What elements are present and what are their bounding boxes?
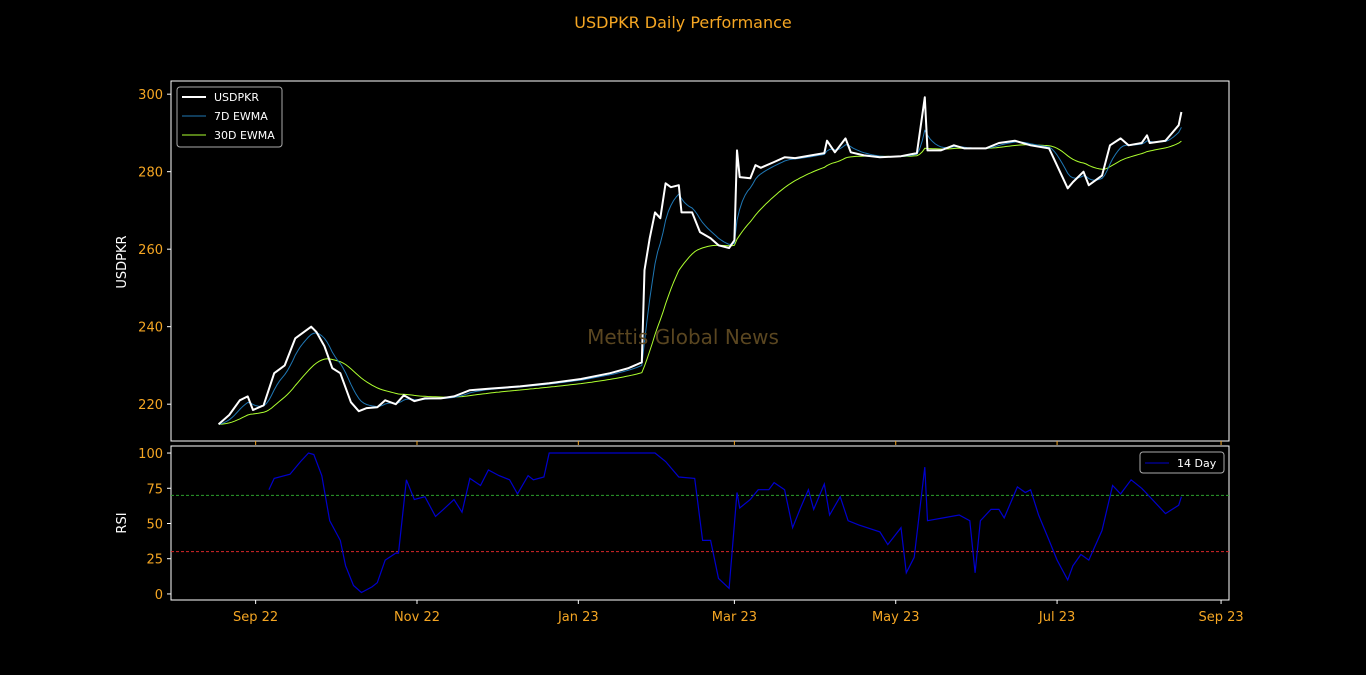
y-tick-label: 25 (146, 553, 163, 568)
legend-label: 14 Day (1177, 457, 1217, 470)
y-tick-label: 0 (155, 588, 163, 603)
y-tick-label: 240 (138, 321, 163, 336)
price-y-axis-label: USDPKR (115, 235, 130, 288)
y-tick-label: 260 (138, 243, 163, 258)
y-tick-label: 50 (146, 517, 163, 532)
price-plot: 220 240 260 280 300 USDPKR 7D EWMA 30D EWMA (138, 80, 1230, 445)
y-tick-label: 300 (138, 88, 163, 103)
y-tick-label: 100 (138, 447, 163, 462)
x-tick-label: May 23 (872, 610, 920, 625)
y-tick-label: 280 (138, 166, 163, 181)
x-tick-label: Sep 22 (233, 610, 278, 625)
series-line-usdpkr (217, 96, 1183, 426)
y-tick-label: 75 (146, 482, 163, 497)
x-tick-label: Jul 23 (1038, 610, 1075, 625)
rsi-y-axis-label: RSI (115, 512, 130, 533)
series-line-rsi-14-day (268, 452, 1182, 594)
x-tick-label: Nov 22 (394, 610, 440, 625)
rsi-plot: 0 25 50 75 100 Sep 22 Nov 22 Jan 23 Mar 23 May 23… (138, 445, 1244, 625)
x-tick-label: Sep 23 (1198, 610, 1243, 625)
plot-frame (170, 80, 1230, 442)
x-tick-label: Mar 23 (712, 610, 757, 625)
y-tick-label: 220 (138, 398, 163, 413)
watermark: Mettis Global News (587, 325, 779, 349)
x-tick-label: Jan 23 (557, 610, 599, 625)
rsi-legend-box (1139, 451, 1225, 474)
legend-box (176, 86, 283, 148)
legend-label: 30D EWMA (214, 129, 275, 142)
series-line-30d-ewma (218, 140, 1182, 425)
legend-label: 7D EWMA (214, 110, 268, 123)
chart-title: USDPKR Daily Performance (574, 13, 792, 32)
legend-label: USDPKR (214, 91, 259, 104)
